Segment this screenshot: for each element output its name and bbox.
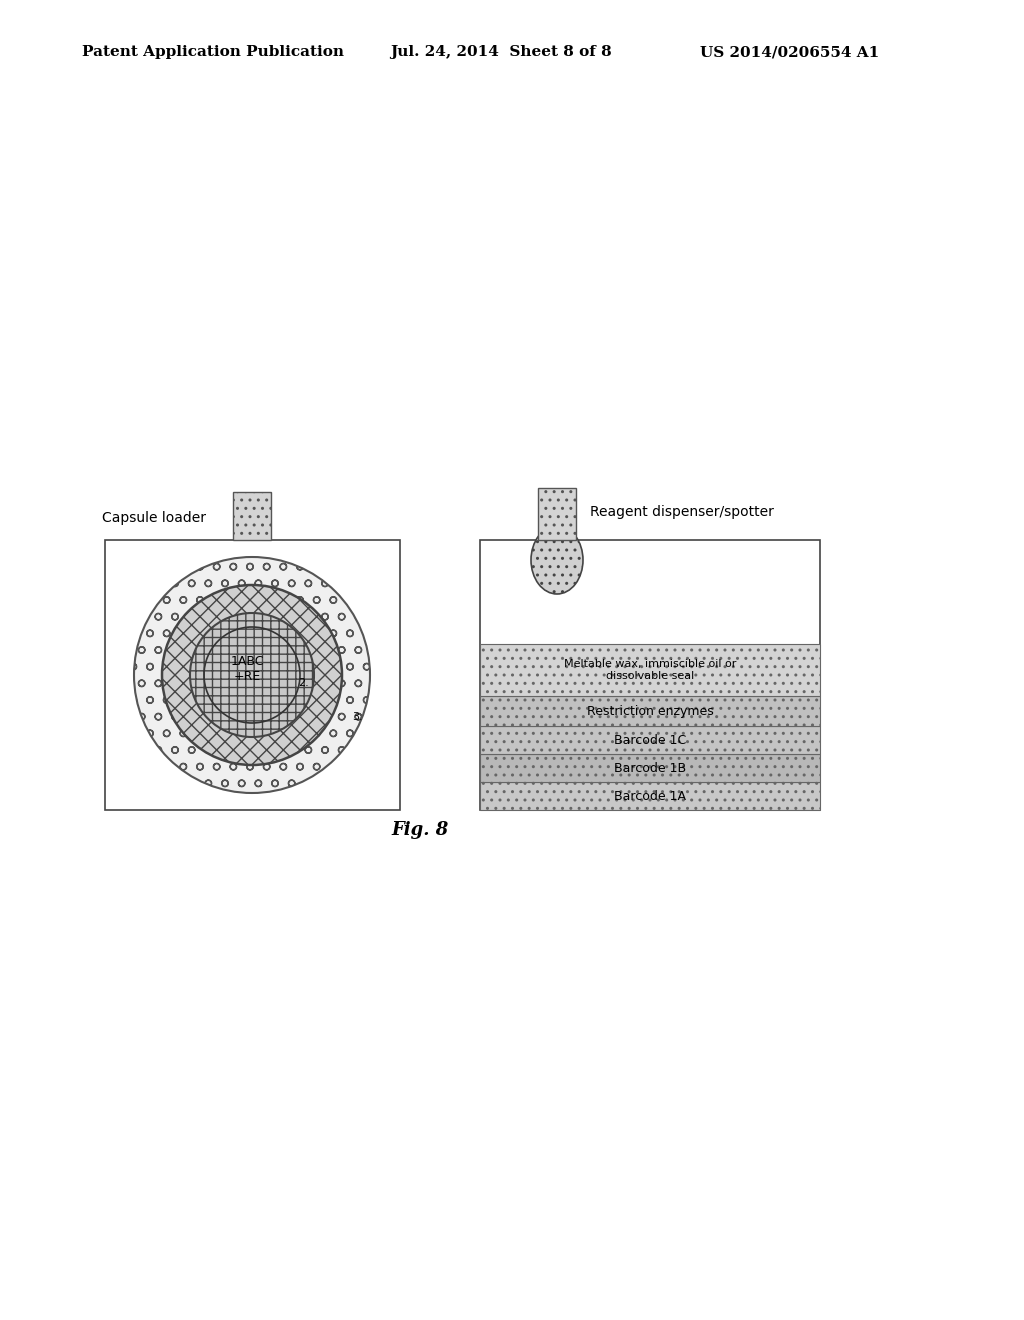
Text: 3.: 3.	[352, 711, 362, 722]
Text: Barcode 1B: Barcode 1B	[614, 762, 686, 775]
Bar	[480, 696, 820, 726]
Bar	[105, 540, 400, 810]
Text: Barcode 1A: Barcode 1A	[614, 789, 686, 803]
Text: Barcode 1C: Barcode 1C	[613, 734, 686, 747]
Text: Fig. 8: Fig. 8	[391, 821, 449, 840]
Bar	[233, 492, 271, 540]
Text: Patent Application Publication: Patent Application Publication	[82, 45, 344, 59]
Circle shape	[162, 585, 342, 766]
Text: Jul. 24, 2014  Sheet 8 of 8: Jul. 24, 2014 Sheet 8 of 8	[390, 45, 611, 59]
Text: 2.: 2.	[298, 678, 309, 688]
Text: US 2014/0206554 A1: US 2014/0206554 A1	[700, 45, 880, 59]
Text: Meltable wax, immiscible oil or
dissolvable seal: Meltable wax, immiscible oil or dissolva…	[564, 659, 736, 681]
Ellipse shape	[531, 525, 583, 594]
Bar	[480, 644, 820, 696]
Bar	[538, 488, 575, 540]
Circle shape	[190, 612, 314, 737]
Bar	[480, 781, 820, 810]
Circle shape	[134, 557, 370, 793]
Text: Restriction enzymes: Restriction enzymes	[587, 705, 714, 718]
Text: Reagent dispenser/spotter: Reagent dispenser/spotter	[590, 506, 774, 519]
Text: Capsule loader: Capsule loader	[102, 511, 206, 525]
Bar	[480, 726, 820, 754]
Bar	[480, 754, 820, 781]
Bar	[480, 540, 820, 810]
Text: 1ABC
+RE: 1ABC +RE	[230, 655, 264, 682]
